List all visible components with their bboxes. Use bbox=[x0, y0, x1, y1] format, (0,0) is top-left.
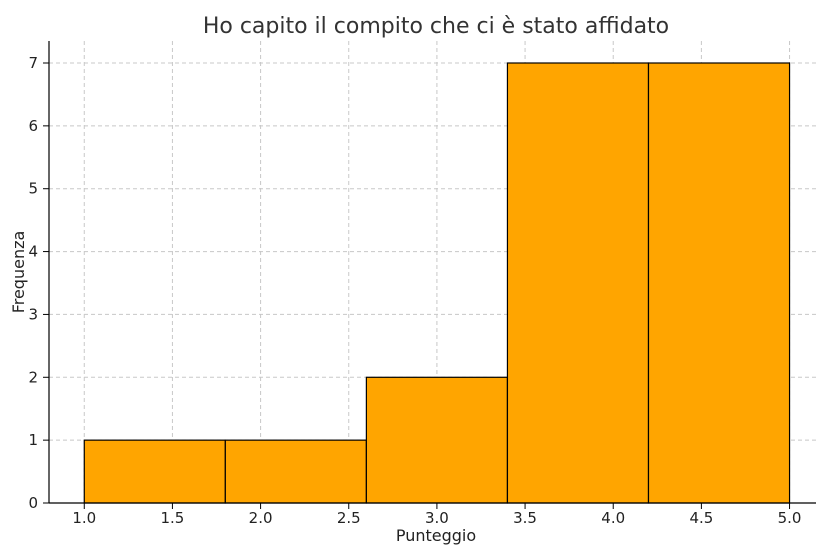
y-tick-label: 0 bbox=[28, 494, 38, 512]
x-tick-label: 3.0 bbox=[425, 509, 449, 527]
x-axis-label: Punteggio bbox=[396, 526, 476, 545]
y-tick-label: 5 bbox=[28, 180, 38, 198]
y-tick-label: 4 bbox=[28, 243, 38, 261]
x-tick-label: 1.0 bbox=[72, 509, 96, 527]
x-tick-label: 2.5 bbox=[337, 509, 361, 527]
y-tick-label: 7 bbox=[28, 54, 38, 72]
x-tick-label: 4.5 bbox=[689, 509, 713, 527]
x-tick-label: 1.5 bbox=[160, 509, 184, 527]
y-tick-label: 2 bbox=[28, 368, 38, 386]
x-tick-label: 3.5 bbox=[513, 509, 537, 527]
y-tick-label: 1 bbox=[28, 431, 38, 449]
x-tick-label: 4.0 bbox=[601, 509, 625, 527]
x-tick-label: 5.0 bbox=[778, 509, 802, 527]
x-tick-label: 2.0 bbox=[249, 509, 273, 527]
histogram-bar-4 bbox=[506, 62, 650, 504]
ticks: 1.0 1.5 2.0 2.5 3.0 3.5 4.0 4.5 5.0 0 1 2 3 4 5 6 7 bbox=[28, 54, 801, 527]
axes bbox=[48, 41, 816, 504]
y-tick-label: 6 bbox=[28, 117, 38, 135]
y-tick-label: 3 bbox=[28, 305, 38, 323]
histogram-bar-5 bbox=[647, 62, 791, 504]
y-axis-label: Frequenza bbox=[9, 231, 28, 314]
histogram-bar-1 bbox=[83, 439, 226, 504]
histogram-bar-2 bbox=[224, 439, 367, 504]
chart-title: Ho capito il compito che ci è stato affi… bbox=[203, 14, 669, 39]
histogram-bar-3 bbox=[365, 376, 509, 504]
